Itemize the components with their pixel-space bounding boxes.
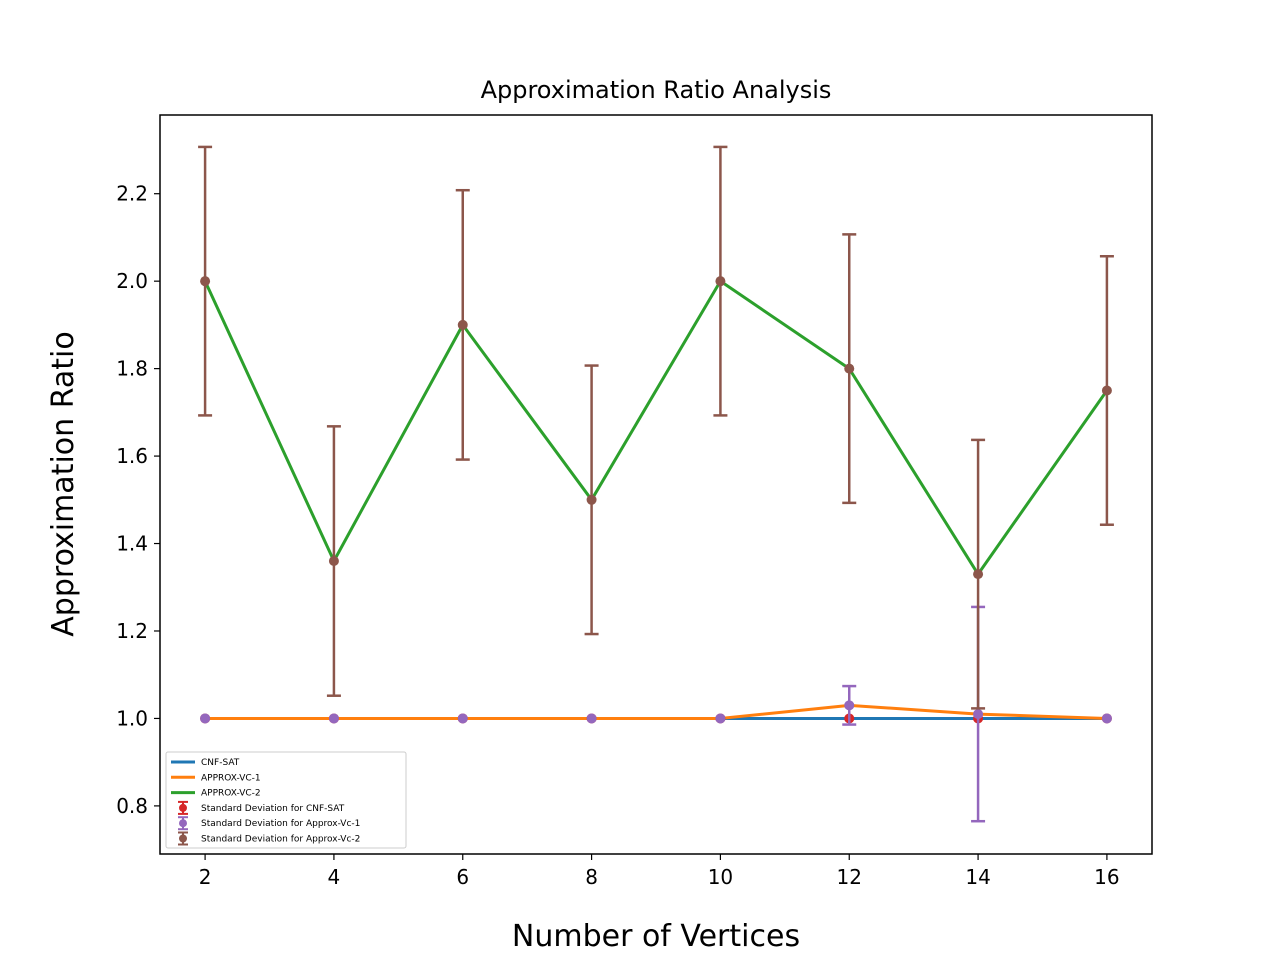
y-tick-label: 1.2 bbox=[116, 619, 148, 643]
y-tick-label: 1.8 bbox=[116, 357, 148, 381]
legend-label: CNF-SAT bbox=[201, 758, 240, 768]
x-tick-label: 12 bbox=[837, 865, 862, 889]
x-tick-label: 16 bbox=[1094, 865, 1119, 889]
data-point bbox=[328, 713, 339, 724]
legend-point-swatch bbox=[179, 819, 187, 828]
legend-box bbox=[165, 751, 407, 849]
legend-point-swatch bbox=[179, 834, 187, 843]
y-tick-label: 2.2 bbox=[116, 182, 148, 206]
plot-layer bbox=[198, 145, 1114, 823]
data-point bbox=[844, 700, 855, 711]
data-point bbox=[715, 713, 726, 724]
chart-title: Approximation Ratio Analysis bbox=[481, 76, 832, 104]
legend-label: Standard Deviation for Approx-Vc-2 bbox=[201, 835, 360, 845]
data-point bbox=[200, 713, 211, 724]
y-tick-label: 1.4 bbox=[116, 532, 148, 556]
series-line-approx-vc-2 bbox=[203, 279, 1109, 576]
x-tick-label: 2 bbox=[199, 865, 212, 889]
data-point bbox=[973, 569, 984, 580]
data-point bbox=[586, 713, 597, 724]
data-point bbox=[200, 276, 211, 287]
y-tick-label: 1.0 bbox=[116, 706, 148, 730]
data-point bbox=[1101, 385, 1112, 396]
x-tick-label: 4 bbox=[328, 865, 341, 889]
legend: CNF-SAT APPROX-VC-1 APPROX-VC-2 Standard De… bbox=[165, 751, 407, 849]
legend-label: APPROX-VC-2 bbox=[201, 789, 261, 799]
legend-point-swatch bbox=[179, 803, 187, 812]
x-tick-label: 8 bbox=[585, 865, 598, 889]
data-point bbox=[457, 713, 468, 724]
data-point bbox=[1101, 713, 1112, 724]
data-point bbox=[973, 709, 984, 720]
legend-label: Standard Deviation for Approx-Vc-1 bbox=[201, 819, 360, 829]
x-tick-label: 14 bbox=[965, 865, 990, 889]
ticks-layer: 2 4 6 8 10 12 14 16 0.8 1.0 1.2 1.4 1.6 1.8 2.0 2.2 bbox=[116, 182, 1119, 889]
legend-label: APPROX-VC-1 bbox=[201, 773, 261, 783]
data-point bbox=[715, 276, 726, 287]
data-point bbox=[586, 494, 597, 505]
data-point bbox=[844, 363, 855, 374]
y-tick-label: 2.0 bbox=[116, 269, 148, 293]
x-axis-label: Number of Vertices bbox=[512, 919, 800, 954]
series-line-approx-vc-1 bbox=[205, 703, 1107, 720]
x-tick-label: 10 bbox=[708, 865, 733, 889]
plot-frame bbox=[159, 114, 1153, 855]
data-point bbox=[328, 556, 339, 567]
y-axis-label: Approximation Ratio bbox=[46, 331, 81, 636]
data-point bbox=[457, 319, 468, 330]
y-tick-label: 0.8 bbox=[116, 794, 148, 818]
legend-label: Standard Deviation for CNF-SAT bbox=[201, 804, 345, 814]
y-tick-label: 1.6 bbox=[116, 444, 148, 468]
x-tick-label: 6 bbox=[456, 865, 469, 889]
